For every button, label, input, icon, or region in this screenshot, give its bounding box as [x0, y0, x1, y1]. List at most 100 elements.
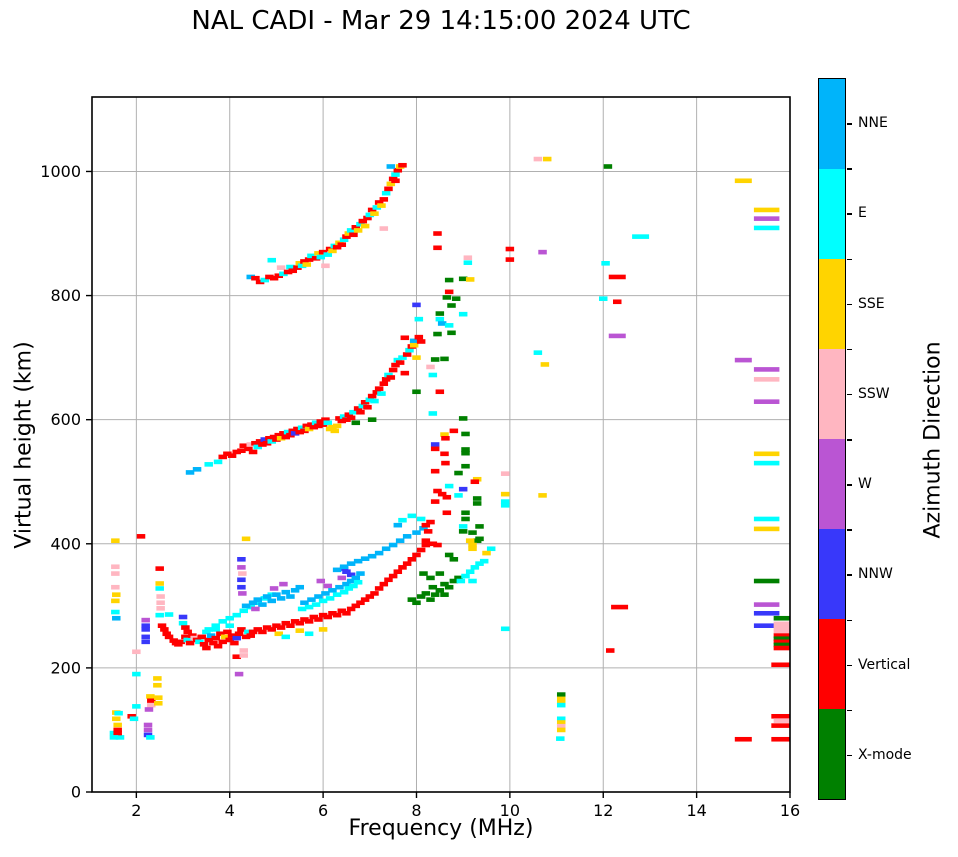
data-point [337, 242, 347, 247]
data-point [237, 556, 246, 562]
data-point [468, 578, 477, 584]
data-point [127, 713, 136, 719]
data-point [363, 215, 372, 221]
data-point [435, 588, 445, 593]
data-point [475, 536, 484, 542]
data-point [156, 594, 165, 599]
data-point [300, 259, 309, 264]
data-point [444, 323, 454, 328]
data-point [316, 254, 326, 260]
data-point [468, 530, 477, 535]
data-point [440, 581, 449, 587]
data-point [360, 400, 370, 405]
data-point [262, 625, 272, 630]
data-point [358, 218, 368, 224]
data-point [211, 623, 220, 628]
data-point [470, 565, 480, 570]
data-point [395, 538, 405, 543]
data-point [234, 631, 244, 637]
data-point [426, 519, 435, 525]
data-point [416, 339, 426, 344]
data-point [773, 636, 790, 642]
data-point [360, 597, 370, 602]
data-point [321, 591, 330, 596]
data-point [346, 578, 356, 584]
data-point [269, 586, 279, 591]
data-point [384, 577, 393, 583]
data-point [113, 722, 122, 728]
data-point [342, 569, 351, 575]
colorbar-label-sse: SSE [858, 295, 885, 312]
data-point [211, 627, 220, 632]
data-point [342, 234, 351, 239]
data-point [398, 517, 407, 523]
data-point [262, 440, 272, 446]
data-point [556, 736, 565, 741]
data-point [204, 637, 213, 643]
data-point [337, 575, 347, 581]
data-point [461, 463, 470, 469]
colorbar-segment-w [819, 439, 845, 529]
data-point [230, 640, 239, 646]
data-point [160, 627, 169, 632]
data-point [428, 584, 438, 590]
data-point [423, 529, 433, 534]
data-point [421, 522, 431, 528]
data-point [353, 579, 363, 585]
data-point [156, 600, 165, 606]
data-point [258, 602, 267, 607]
data-point [447, 303, 456, 308]
data-point [435, 311, 445, 316]
data-point [374, 586, 384, 591]
data-point [141, 639, 150, 645]
data-point [337, 608, 347, 614]
data-point [430, 499, 440, 504]
x-tick-label: 2 [131, 801, 141, 820]
data-point [267, 627, 277, 632]
data-point [283, 429, 293, 435]
data-point [374, 200, 384, 205]
data-point [112, 615, 121, 621]
data-point [500, 626, 510, 632]
data-point [353, 558, 363, 564]
data-point [328, 248, 337, 254]
colorbar-label-nnw: NNW [858, 566, 893, 583]
data-point [255, 279, 265, 285]
data-point [220, 634, 230, 640]
data-point [381, 377, 391, 382]
colorbar-boundary-tick [847, 348, 852, 351]
x-tick-label: 16 [780, 801, 800, 820]
data-point [321, 417, 330, 422]
data-point [472, 476, 482, 482]
data-point [365, 212, 375, 218]
data-point [440, 356, 449, 362]
data-point [342, 417, 351, 422]
azimuth-colorbar [818, 78, 846, 800]
data-point [556, 696, 566, 702]
data-point [302, 423, 312, 429]
colorbar-tick-mark [847, 303, 852, 306]
data-point [444, 483, 454, 489]
data-point [734, 357, 752, 363]
data-point [465, 569, 475, 575]
data-point [433, 331, 442, 337]
data-point [377, 203, 386, 208]
data-point [475, 561, 484, 566]
x-axis-label: Frequency (MHz) [348, 816, 534, 841]
data-point [454, 493, 463, 498]
data-point [237, 584, 246, 590]
data-point [295, 429, 305, 435]
data-point [426, 364, 435, 370]
colorbar-label-e: E [858, 205, 867, 222]
data-point [556, 699, 566, 705]
data-point [367, 207, 377, 213]
data-point [500, 503, 510, 508]
data-point [143, 732, 153, 738]
y-tick-label: 0 [71, 783, 81, 802]
data-point [253, 600, 262, 606]
data-point [428, 411, 438, 416]
data-point [248, 600, 258, 606]
data-point [505, 257, 515, 262]
data-point [435, 316, 445, 322]
